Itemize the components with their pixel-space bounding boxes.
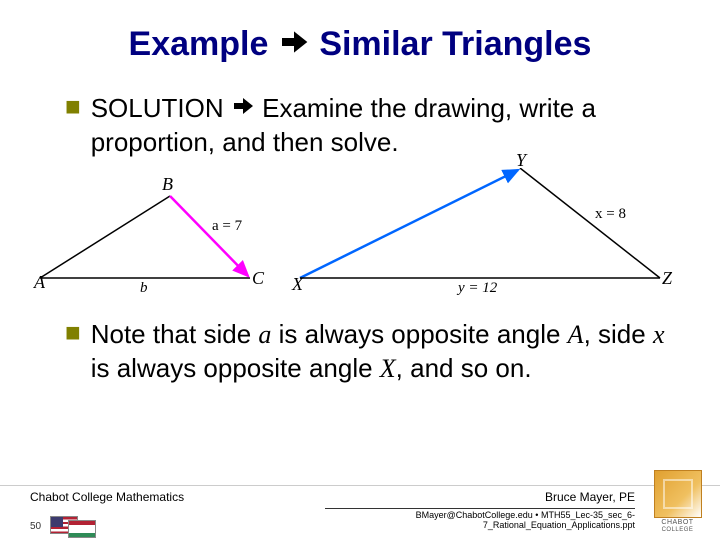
side-a: a = 7 <box>212 218 242 235</box>
footer-left: Chabot College Mathematics <box>30 490 184 504</box>
logo-text-bottom: COLLEGE <box>645 527 710 533</box>
triangles-svg <box>40 168 680 298</box>
footer: Chabot College Mathematics Bruce Mayer, … <box>0 485 720 540</box>
slide-number: 50 <box>30 521 41 532</box>
vertex-Y: Y <box>516 150 526 171</box>
bullet-solution: ■ SOLUTION Examine the drawing, write a … <box>40 92 680 159</box>
vertex-B: B <box>162 174 173 195</box>
arrow-icon <box>231 93 255 126</box>
california-flag-icon <box>68 520 96 538</box>
bullet-marker-icon: ■ <box>65 318 81 347</box>
side-x: x = 8 <box>595 206 626 223</box>
arrow-icon <box>278 26 310 67</box>
vertex-Z: Z <box>662 268 672 289</box>
bullet-note: ■ Note that side a is always opposite an… <box>40 318 680 385</box>
flags-icon <box>50 516 100 536</box>
title-part2: Similar Triangles <box>319 25 591 63</box>
footer-fileline: BMayer@ChabotCollege.edu • MTH55_Lec-35_… <box>325 508 635 530</box>
slide-title: Example Similar Triangles <box>40 25 680 67</box>
title-part1: Example <box>129 25 269 63</box>
triangles-diagram: A B C a = 7 b X Y Z x = 8 y = 12 <box>40 168 680 298</box>
footer-author: Bruce Mayer, PE <box>545 490 635 504</box>
side-y: y = 12 <box>458 280 497 297</box>
bullet-solution-text: SOLUTION Examine the drawing, write a pr… <box>91 92 680 159</box>
side-b: b <box>140 280 148 297</box>
bullet-note-text: Note that side a is always opposite angl… <box>91 318 680 385</box>
logo-text-top: CHABOT <box>645 519 710 526</box>
vertex-X: X <box>292 274 303 295</box>
solution-word: SOLUTION <box>91 93 224 123</box>
vertex-C: C <box>252 268 264 289</box>
bullet-marker-icon: ■ <box>65 92 81 121</box>
vertex-A: A <box>34 272 45 293</box>
chabot-logo-icon: CHABOT COLLEGE <box>645 470 710 535</box>
